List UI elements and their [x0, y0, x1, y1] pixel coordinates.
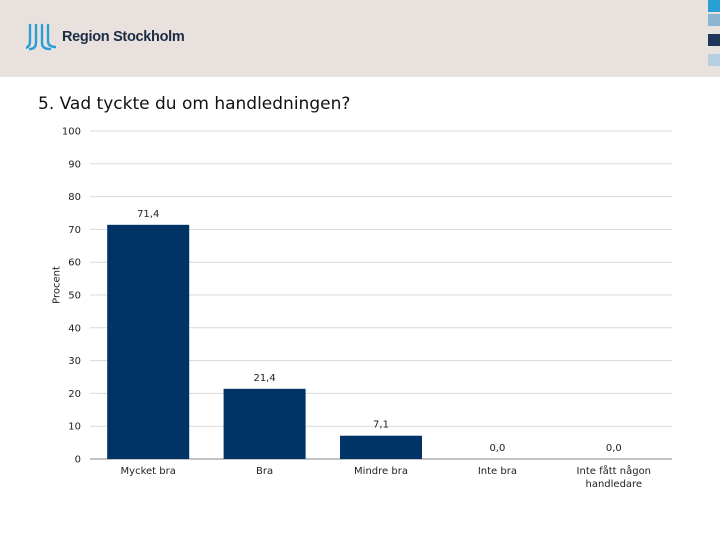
data-label: 21,4 [253, 373, 275, 384]
swatch [708, 14, 720, 26]
x-tick-label: Bra [256, 466, 273, 477]
region-stockholm-mark-icon [26, 23, 56, 51]
y-tick-label: 70 [68, 225, 81, 236]
y-tick-label: 20 [68, 389, 81, 400]
header-bar: Region Stockholm [0, 0, 720, 77]
x-tick-label: Inte bra [478, 466, 517, 477]
y-tick-label: 30 [68, 356, 81, 367]
swatch [708, 0, 720, 12]
bar [223, 388, 306, 459]
brand-name: Region Stockholm [62, 29, 185, 45]
x-tick-label: Mindre bra [354, 466, 408, 477]
y-tick-label: 60 [68, 258, 81, 269]
bar [107, 224, 190, 459]
y-tick-label: 0 [75, 455, 81, 466]
data-label: 0,0 [489, 443, 505, 454]
y-tick-label: 10 [68, 422, 81, 433]
data-label: 71,4 [137, 209, 159, 220]
y-tick-label: 90 [68, 159, 81, 170]
y-tick-label: 40 [68, 323, 81, 334]
swatch [708, 34, 720, 46]
x-tick-label: Inte fått någon handledare [577, 464, 651, 490]
y-tick-label: 100 [62, 127, 81, 138]
swatch [708, 54, 720, 66]
y-tick-label: 80 [68, 192, 81, 203]
y-tick-label: 50 [68, 291, 81, 302]
data-label: 0,0 [606, 443, 622, 454]
data-label: 7,1 [373, 420, 389, 431]
x-tick-label: Mycket bra [121, 466, 176, 477]
bar [340, 435, 422, 459]
chart-title: 5. Vad tyckte du om handledningen? [38, 94, 351, 114]
region-stockholm-logo: Region Stockholm [26, 22, 185, 52]
